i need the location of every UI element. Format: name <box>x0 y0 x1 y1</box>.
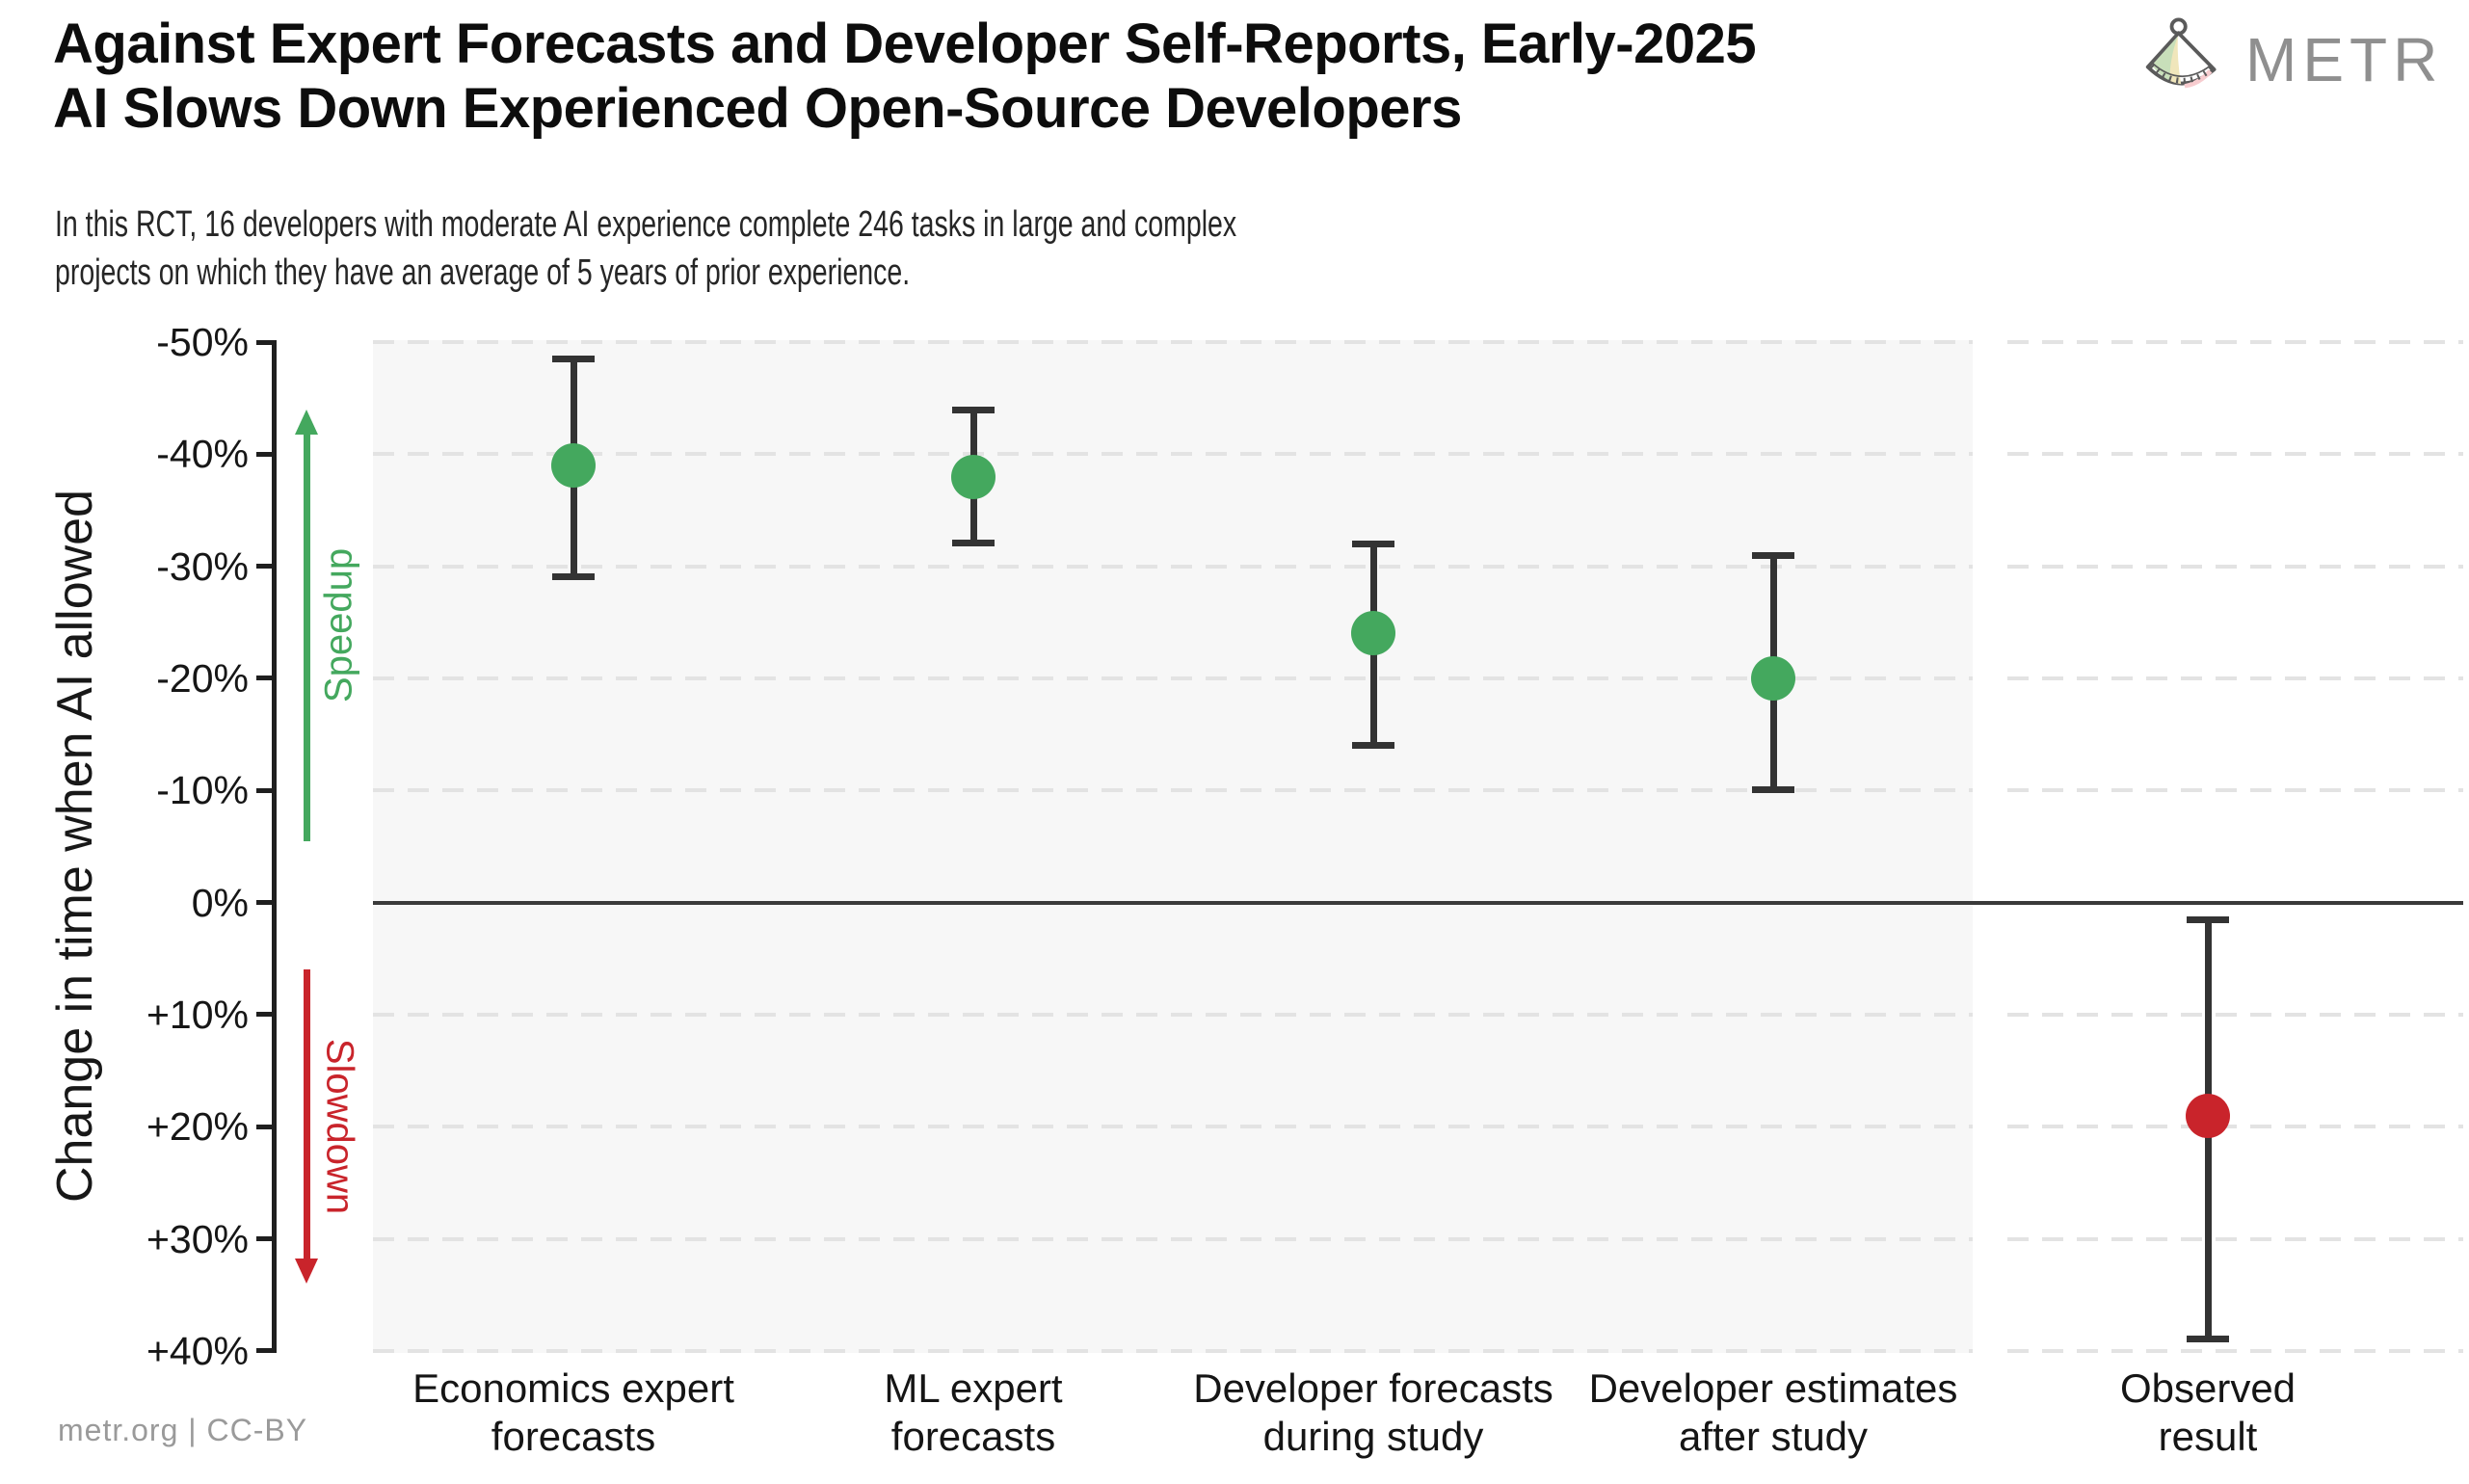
footer-credit: metr.org | CC-BY <box>58 1413 308 1447</box>
gridline <box>373 676 1973 680</box>
gridline <box>373 1348 1973 1353</box>
y-axis-tick <box>256 676 277 681</box>
x-category-label-line: Developer forecasts <box>1193 1365 1553 1411</box>
y-axis-tick <box>256 564 277 570</box>
y-tick-label: -30% <box>156 543 249 589</box>
errorbar-cap-lower <box>952 540 995 547</box>
x-category-label-line: Observed <box>2119 1365 2296 1411</box>
zero-line <box>373 900 2463 905</box>
errorbar-cap-lower <box>1352 741 1394 749</box>
page-title-line1: Against Expert Forecasts and Developer S… <box>53 13 1757 75</box>
slowdown-arrow <box>303 969 310 1261</box>
gridline <box>373 1125 1973 1129</box>
page-title-line2: AI Slows Down Experienced Open-Source De… <box>53 77 1462 140</box>
y-tick-label: +30% <box>146 1216 249 1261</box>
logo-ruler-arc <box>2152 63 2211 78</box>
gridline <box>373 564 1973 569</box>
speedup-arrow <box>303 432 310 841</box>
y-tick-label: -40% <box>156 432 249 477</box>
x-category-label-line: forecasts <box>890 1414 1056 1459</box>
x-category-label-line: Developer estimates <box>1588 1365 1958 1411</box>
errorbar-cap-upper <box>1752 552 1794 560</box>
logo-slice-yellow <box>2169 36 2182 85</box>
errorbar-cap-lower <box>1752 786 1794 794</box>
gridline <box>2007 1236 2463 1241</box>
gridline <box>2007 452 2463 457</box>
gridline <box>373 452 1973 457</box>
errorbar-cap-lower <box>552 573 595 581</box>
y-axis-tick <box>256 1012 277 1018</box>
data-point <box>1751 655 1795 701</box>
slowdown-arrowhead <box>295 1259 318 1285</box>
gridline <box>2007 1348 2463 1353</box>
errorbar-cap-upper <box>552 356 595 363</box>
x-category-label-line: result <box>2158 1414 2258 1459</box>
data-point <box>951 454 996 499</box>
x-category-label: Developer estimates after study <box>1523 1365 2024 1461</box>
gridline <box>2007 340 2463 344</box>
speedup-arrowhead <box>295 409 318 435</box>
gridline <box>2007 1125 2463 1129</box>
x-category-label-line: forecasts <box>491 1414 656 1459</box>
y-tick-label: 0% <box>191 880 249 925</box>
data-point <box>2186 1093 2230 1138</box>
gridline <box>2007 1012 2463 1017</box>
y-axis-tick <box>256 787 277 793</box>
data-point <box>551 442 596 488</box>
errorbar-cap-upper <box>952 406 995 413</box>
y-axis-tick <box>256 900 277 906</box>
gridline <box>373 1236 1973 1241</box>
page-title: Against Expert Forecasts and Developer S… <box>53 12 1757 141</box>
metr-logo: METR <box>2141 15 2443 104</box>
observed-plot-panel <box>2007 340 2463 1353</box>
page-subtitle-line2: projects on which they have an average o… <box>55 252 911 293</box>
metr-logo-icon <box>2145 17 2217 89</box>
y-axis-tick <box>256 1236 277 1242</box>
y-tick-label: +20% <box>146 1104 249 1150</box>
y-tick-label: -10% <box>156 768 249 813</box>
page-subtitle-line1: In this RCT, 16 developers with moderate… <box>55 204 1237 245</box>
y-tick-label: -50% <box>156 320 249 364</box>
x-category-label: Economics expert forecasts <box>323 1365 824 1461</box>
errorbar-cap-upper <box>1352 541 1394 548</box>
x-category-label: ML expert forecasts <box>723 1365 1224 1461</box>
errorbar-cap-upper <box>2187 916 2229 924</box>
x-category-label-line: ML expert <box>884 1365 1063 1411</box>
gridline <box>373 788 1973 793</box>
y-axis-tick <box>256 1124 277 1129</box>
page-subtitle: In this RCT, 16 developers with moderate… <box>55 200 1236 297</box>
y-axis-tick <box>256 1348 277 1354</box>
slowdown-label: Slowdown <box>318 1039 361 1215</box>
x-category-label-line: Economics expert <box>412 1365 734 1411</box>
y-axis-line <box>272 340 277 1353</box>
x-category-label: Observed result <box>1957 1365 2458 1461</box>
y-axis-tick <box>256 339 277 345</box>
gridline <box>2007 676 2463 680</box>
y-axis-title: Change in time when AI allowed <box>47 489 103 1204</box>
y-tick-label: +40% <box>146 1328 249 1373</box>
x-category-label-line: after study <box>1678 1414 1869 1459</box>
gridline <box>2007 564 2463 569</box>
speedup-label: Speedup <box>317 547 360 702</box>
main-plot-panel <box>373 340 1973 1353</box>
gridline <box>373 1012 1973 1017</box>
data-point <box>1351 611 1395 656</box>
gridline <box>2007 788 2463 793</box>
gridline <box>373 340 1973 344</box>
x-category-label-line: during study <box>1262 1414 1484 1459</box>
y-tick-label: -20% <box>156 655 249 701</box>
x-category-label: Developer forecasts during study <box>1123 1365 1624 1461</box>
metr-logo-text: METR <box>2245 25 2444 94</box>
y-tick-label: +10% <box>146 992 249 1037</box>
y-axis-tick <box>256 451 277 457</box>
errorbar-cap-lower <box>2187 1336 2229 1343</box>
